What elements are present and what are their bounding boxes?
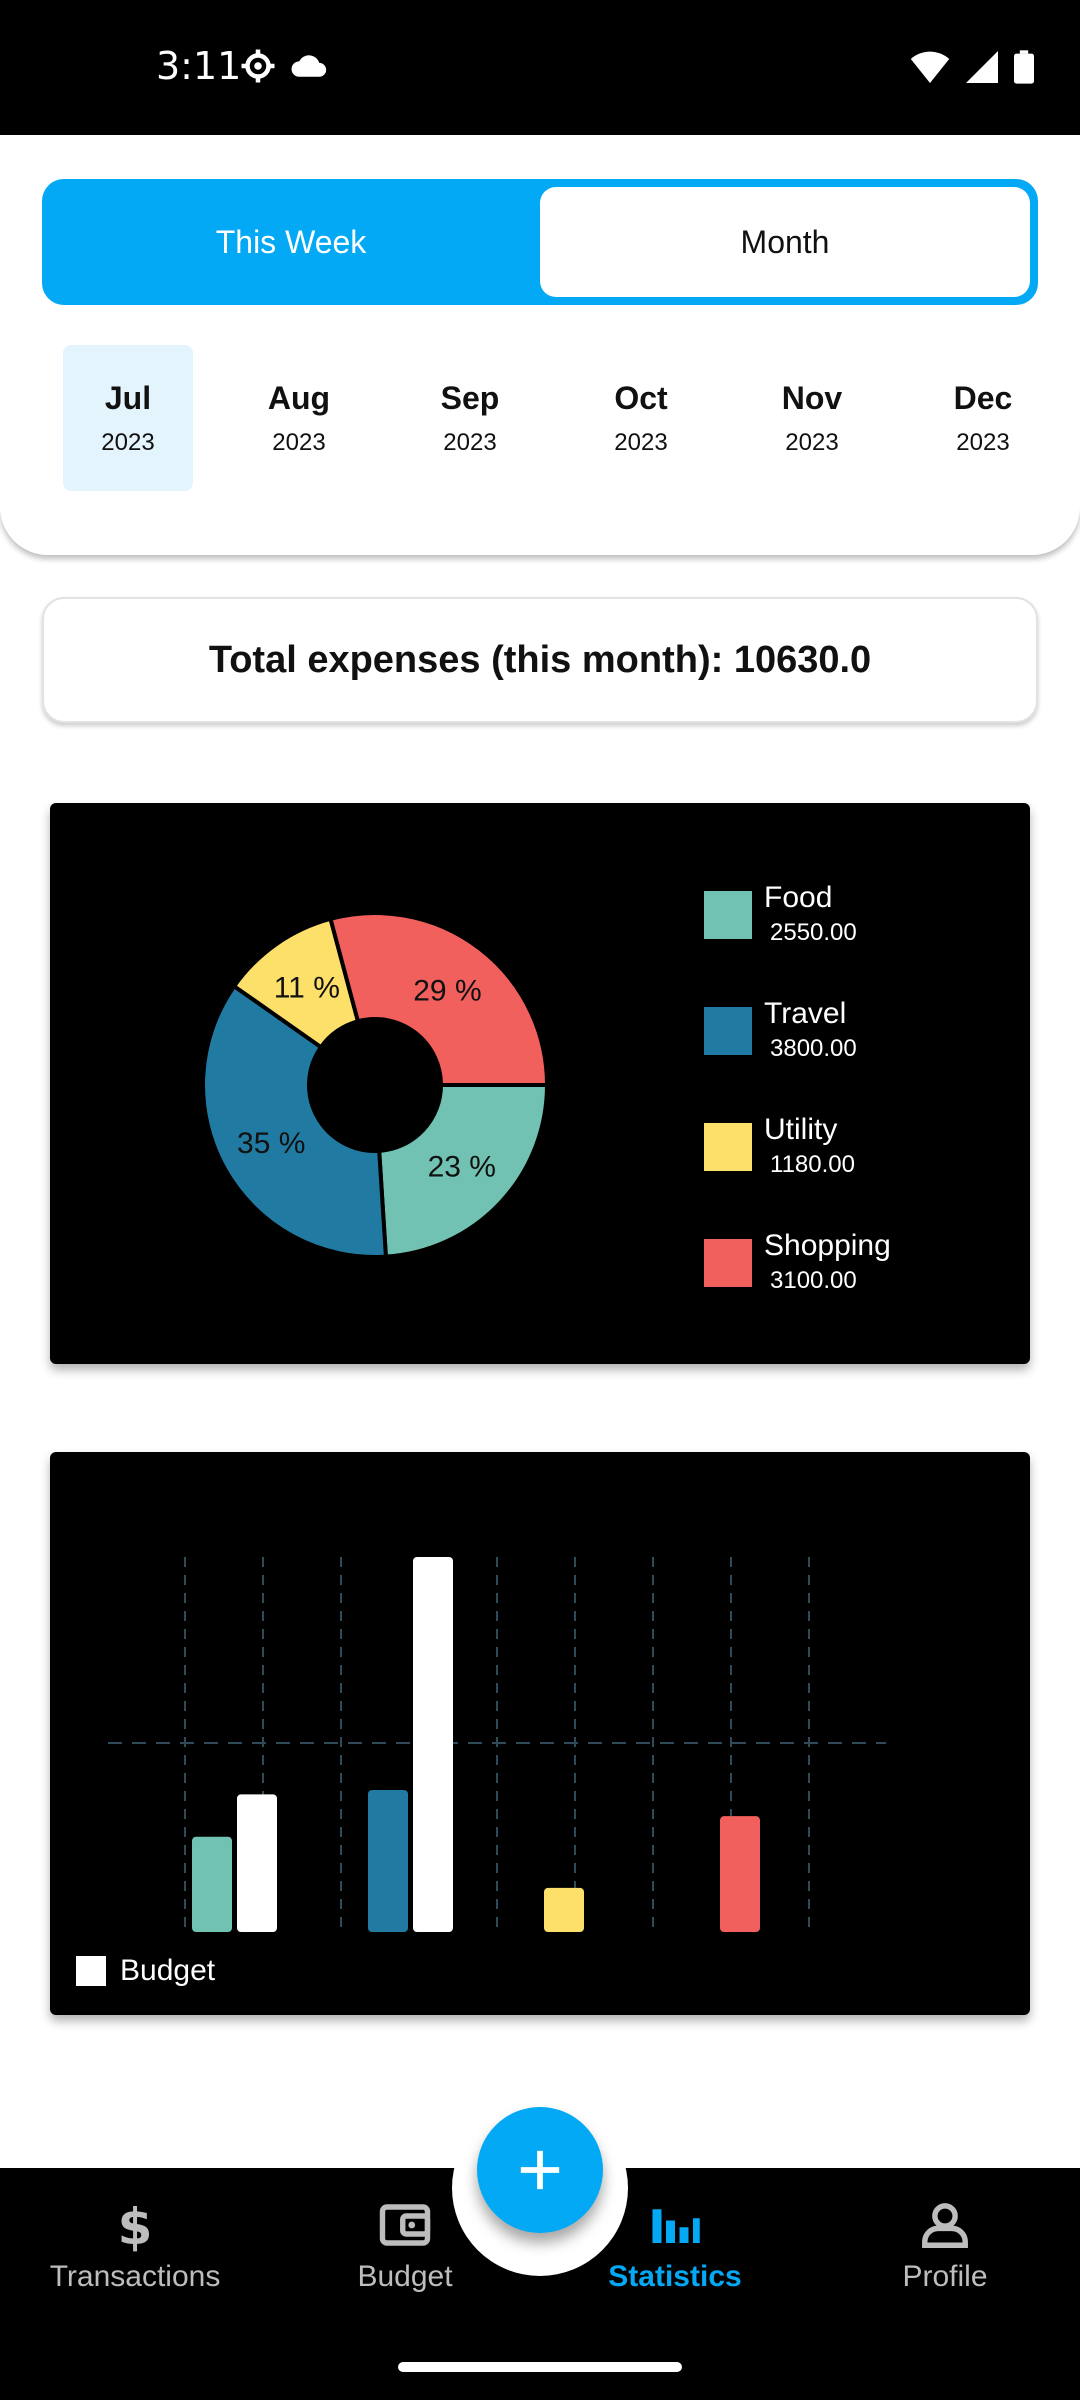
- month-year: 2023: [101, 428, 155, 456]
- pie-slice-travel: [201, 983, 389, 1259]
- status-bar: 3:11: [0, 0, 1080, 135]
- legend-value: 3800.00: [770, 1035, 857, 1062]
- nav-label: Statistics: [608, 2260, 742, 2293]
- month-item-sep[interactable]: Sep 2023: [405, 345, 535, 491]
- bar-legend: Budget: [76, 1954, 215, 1988]
- month-year: 2023: [272, 428, 326, 456]
- legend-swatch: [704, 1007, 752, 1055]
- nav-transactions[interactable]: $ Transactions: [0, 2198, 270, 2294]
- legend-name: Food: [764, 881, 833, 914]
- battery-icon: [1014, 50, 1034, 84]
- legend-value: 2550.00: [770, 919, 857, 946]
- month-item-dec[interactable]: Dec 2023: [918, 345, 1048, 491]
- add-transaction-button[interactable]: [477, 2107, 603, 2233]
- period-toggle: This Week Month: [42, 179, 1038, 305]
- nav-profile[interactable]: Profile: [810, 2198, 1080, 2294]
- bar-chart-icon: [652, 2209, 700, 2243]
- pie-chart-card: 23 % 35 % 11 % 29 % Food 2550.00 Travel 380…: [50, 803, 1030, 1364]
- legend-value: 3100.00: [770, 1267, 857, 1294]
- home-indicator: [398, 2362, 682, 2372]
- month-item-oct[interactable]: Oct 2023: [576, 345, 706, 491]
- pie-chart: 23 % 35 % 11 % 29 %: [201, 911, 550, 1259]
- dollar-icon: $: [118, 2198, 153, 2252]
- bar-spent-shopping: [720, 1816, 760, 1932]
- month-name: Sep: [440, 379, 500, 416]
- nav-label: Transactions: [49, 2260, 221, 2293]
- pie-slice-food: [377, 1083, 550, 1259]
- bar-spent-food: [192, 1836, 232, 1932]
- legend-swatch: [704, 891, 752, 939]
- legend-value: 1180.00: [770, 1151, 855, 1178]
- bar-budget-travel: [413, 1557, 453, 1932]
- month-name: Oct: [614, 379, 668, 416]
- budget-legend-swatch: [76, 1956, 106, 1986]
- nav-statistics[interactable]: Statistics: [540, 2198, 810, 2294]
- bar-spent-utility: [544, 1887, 584, 1932]
- month-label: Month: [740, 223, 830, 260]
- wifi-icon: [910, 51, 950, 83]
- this-week-tab[interactable]: This Week: [42, 179, 540, 305]
- bar-chart-card: Budget: [50, 1452, 1030, 2015]
- legend-name: Travel: [764, 997, 847, 1030]
- month-item-nov[interactable]: Nov 2023: [747, 345, 877, 491]
- bar-budget-food: [237, 1794, 277, 1932]
- bar-chart: [108, 1557, 886, 1932]
- pie-slice-label: 35 %: [237, 1127, 305, 1160]
- legend-swatch: [704, 1239, 752, 1287]
- month-year: 2023: [614, 428, 668, 456]
- month-year: 2023: [785, 428, 839, 456]
- month-selector: Jul 2023 Aug 2023 Sep 2023 Oct 2023 Nov …: [0, 345, 1080, 495]
- person-icon: [922, 2203, 968, 2248]
- month-item-jul[interactable]: Jul 2023: [63, 345, 193, 491]
- pie-slice-label: 23 %: [428, 1150, 496, 1183]
- wallet-icon: [379, 2204, 431, 2246]
- nav-budget[interactable]: Budget: [270, 2198, 540, 2294]
- plus-icon: [520, 2150, 560, 2190]
- cloud-icon: [291, 55, 327, 77]
- signal-icon: [966, 51, 998, 83]
- month-item-aug[interactable]: Aug 2023: [234, 345, 364, 491]
- legend-name: Shopping: [764, 1229, 891, 1262]
- budget-legend-label: Budget: [120, 1954, 216, 1987]
- month-name: Nov: [781, 379, 843, 416]
- month-name: Aug: [267, 379, 331, 416]
- total-expenses-card: Total expenses (this month): 10630.0: [42, 597, 1038, 723]
- month-year: 2023: [956, 428, 1010, 456]
- nav-label: Profile: [902, 2260, 988, 2293]
- pie-slice-label: 11 %: [274, 971, 340, 1004]
- pie-slice-label: 29 %: [413, 975, 481, 1008]
- legend-swatch: [704, 1123, 752, 1171]
- month-name: Jul: [104, 379, 152, 416]
- this-week-label: This Week: [215, 223, 367, 260]
- pie-slice-shopping: [328, 911, 550, 1087]
- legend-name: Utility: [764, 1113, 838, 1146]
- total-expenses-text: Total expenses (this month): 10630.0: [208, 638, 872, 681]
- month-name: Dec: [953, 379, 1013, 416]
- bar-spent-travel: [368, 1790, 408, 1932]
- status-time: 3:11: [156, 44, 242, 88]
- svg-text:$: $: [118, 2198, 153, 2252]
- nav-label: Budget: [357, 2260, 453, 2293]
- month-tab[interactable]: Month: [540, 187, 1030, 297]
- period-selector-card: This Week Month Jul 2023 Aug 2023 Sep 20…: [0, 135, 1080, 555]
- month-year: 2023: [443, 428, 497, 456]
- settings-gear-icon: [241, 49, 275, 83]
